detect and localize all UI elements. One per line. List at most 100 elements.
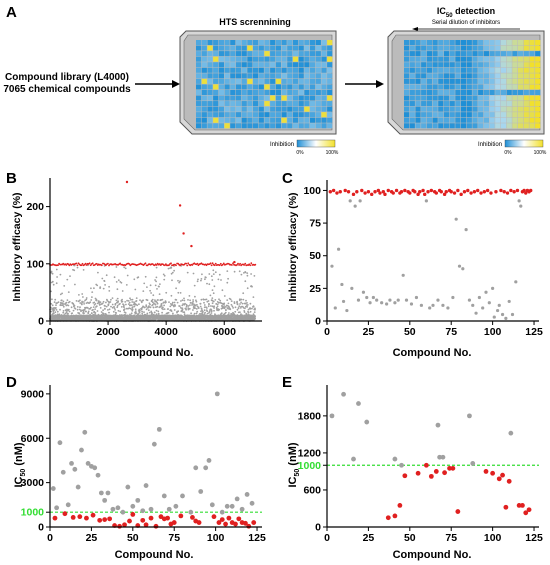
- chart-b-point: [196, 310, 199, 313]
- plate-well: [432, 101, 438, 107]
- plate-well: [196, 123, 202, 129]
- ic50-legend-gradient: [504, 139, 544, 148]
- chart-b-point: [145, 308, 148, 311]
- plate-well: [253, 112, 259, 118]
- chart-d-gray-point: [173, 503, 179, 509]
- plate-well: [196, 101, 202, 107]
- chart-c-red-point: [479, 191, 483, 195]
- plate-well: [230, 73, 236, 79]
- plate-well: [292, 95, 299, 101]
- chart-b-point: [65, 301, 68, 304]
- plate-well: [327, 78, 333, 84]
- plate-well: [455, 67, 461, 73]
- chart-c-gray-point: [467, 298, 472, 302]
- chart-b-point: [199, 305, 202, 308]
- chart-c-gray-point: [446, 306, 450, 310]
- plate-well: [461, 95, 467, 101]
- chart-b-point: [129, 307, 132, 310]
- chart-b-point: [245, 312, 248, 315]
- chart-b-point: [224, 311, 227, 314]
- chart-b-point: [169, 305, 172, 308]
- chart-b-point: [107, 309, 109, 311]
- chart-b-point: [110, 305, 112, 308]
- panel-b-letter: B: [6, 170, 17, 187]
- chart-b-point: [225, 309, 227, 312]
- chart-b-point: [81, 293, 84, 295]
- plate-well: [327, 67, 333, 73]
- chart-c-red-point: [403, 188, 407, 193]
- plate-well: [432, 40, 438, 46]
- chart-c-red-point: [512, 190, 516, 194]
- plate-well: [275, 40, 281, 46]
- chart-b-point: [233, 270, 236, 273]
- chart-e-red-point: [483, 469, 489, 474]
- hts-legend-label: Inhibition: [270, 142, 294, 148]
- chart-d-gray-point: [72, 466, 78, 472]
- chart-d-red-point: [216, 520, 222, 525]
- plate-well: [443, 45, 450, 51]
- plate-well: [506, 78, 512, 84]
- plate-well: [201, 56, 207, 62]
- chart-b-point: [188, 307, 191, 310]
- chart-b-point: [148, 311, 151, 314]
- chart-b-point: [125, 303, 127, 306]
- chart-b-point: [246, 302, 248, 304]
- chart-b-point: [148, 305, 150, 308]
- plate-well: [253, 117, 259, 123]
- plate-well: [310, 62, 316, 68]
- plate-well: [466, 51, 472, 57]
- chart-b-point: [117, 300, 119, 303]
- plate-well: [415, 73, 421, 79]
- chart-b-point: [195, 308, 198, 310]
- plate-well: [235, 78, 242, 84]
- plate-well: [207, 123, 213, 129]
- chart-b-point: [56, 276, 58, 278]
- plate-well: [321, 95, 327, 101]
- plate-well: [247, 84, 253, 90]
- chart-b-point: [177, 279, 179, 282]
- chart-b-point: [203, 304, 206, 306]
- plate-well: [478, 73, 484, 79]
- chart-d-gray-point: [140, 508, 146, 514]
- chart-d-gray-point: [95, 472, 101, 478]
- chart-b-reference-point: [170, 262, 172, 265]
- plate-well: [404, 123, 410, 129]
- plate-well: [270, 62, 276, 68]
- chart-d-gray-point: [234, 496, 240, 502]
- chart-b-point: [135, 300, 138, 302]
- chart-b-point: [95, 299, 98, 302]
- chart-c-gray-point: [404, 298, 409, 302]
- plate-well: [315, 62, 321, 68]
- chart-b-point: [123, 308, 126, 311]
- plate-well: [235, 73, 242, 79]
- plate-well: [518, 117, 524, 123]
- chart-b-point: [105, 301, 107, 304]
- chart-b-point: [181, 307, 184, 310]
- plate-well: [495, 78, 501, 84]
- plate-well: [421, 106, 427, 112]
- plate-well: [224, 45, 230, 51]
- plate-well: [500, 123, 507, 129]
- chart-b-point: [208, 283, 211, 286]
- arrow-1: [135, 80, 180, 88]
- chart-b-point: [194, 295, 196, 298]
- chart-b-reference-point: [67, 263, 70, 266]
- chart-b-point: [236, 308, 239, 311]
- plate-well: [483, 112, 489, 118]
- plate-well: [258, 117, 264, 123]
- plate-well: [196, 95, 202, 101]
- plate-well: [518, 62, 524, 68]
- chart-b-reference-point: [155, 264, 158, 266]
- chart-b-point: [101, 277, 104, 280]
- chart-b-point: [150, 292, 153, 294]
- chart-b-point: [119, 302, 121, 305]
- chart-b-point: [113, 276, 116, 279]
- chart-b-x-tick-label: 4000: [154, 326, 178, 338]
- chart-b-point: [134, 310, 137, 312]
- ic50-legend: Inhibition 0% 100%: [478, 139, 547, 156]
- plate-well: [207, 112, 213, 118]
- chart-b-point: [76, 306, 79, 308]
- plate-well: [218, 67, 224, 73]
- chart-b-point: [117, 279, 120, 282]
- plate-well: [321, 62, 327, 68]
